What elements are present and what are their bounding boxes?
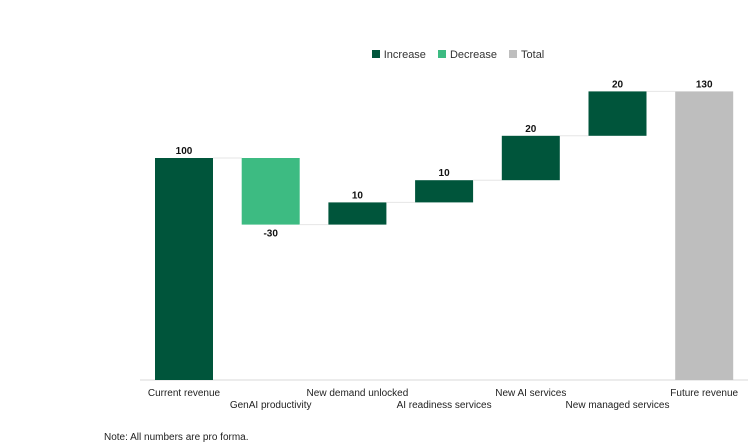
data-label: 10	[352, 190, 364, 201]
bar-6	[588, 91, 647, 136]
data-label: -30	[263, 229, 278, 240]
category-label: Current revenue	[148, 388, 221, 399]
bar-1	[155, 158, 213, 380]
legend: Increase Decrease Total	[0, 49, 756, 61]
category-label: AI readiness services	[397, 400, 492, 411]
category-label: New demand unlocked	[307, 388, 409, 399]
legend-label: Increase	[383, 49, 426, 61]
bar-3	[328, 202, 387, 225]
category-label: New AI services	[495, 388, 566, 399]
legend-label: Decrease	[449, 49, 498, 61]
data-label: 130	[696, 79, 713, 90]
footnote: Note: All numbers are pro forma.	[104, 432, 249, 443]
bar-7	[675, 91, 734, 381]
bar-2	[241, 158, 300, 225]
legend-item-decrease: Decrease	[437, 49, 498, 61]
data-label: 20	[612, 79, 624, 90]
legend-item-total: Total	[509, 49, 544, 61]
category-label: GenAI productivity	[230, 400, 312, 411]
data-label: 10	[439, 168, 451, 179]
bar-5	[501, 135, 560, 181]
legend-item-increase: Increase	[371, 49, 426, 61]
category-label: Future revenue	[670, 388, 738, 399]
category-label: New managed services	[566, 400, 670, 411]
legend-label: Total	[521, 49, 545, 61]
bar-4	[415, 180, 474, 203]
data-label: 20	[525, 124, 537, 135]
data-label: 100	[176, 146, 193, 157]
